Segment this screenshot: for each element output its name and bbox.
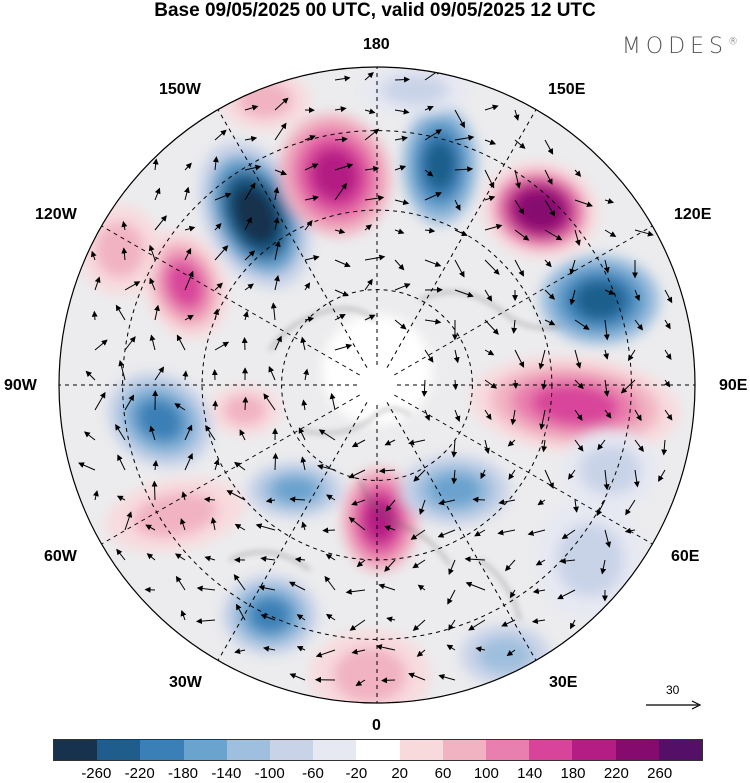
colorbar-swatch (97, 740, 141, 760)
colorbar-tick-label: -180 (167, 765, 199, 782)
colorbar-tick-label: 20 (391, 765, 408, 782)
lon-label-0: 0 (372, 717, 381, 734)
lon-label-30w: 30W (169, 674, 202, 691)
colorbar-swatch (615, 740, 659, 760)
lon-label-30e: 30E (549, 674, 578, 691)
lon-label-150e: 150E (548, 81, 586, 98)
lon-label-120e: 120E (674, 206, 712, 223)
colorbar-swatch (529, 740, 573, 760)
colorbar-swatch (54, 740, 98, 760)
colorbar-tick-label: -100 (254, 765, 285, 782)
lon-label-60e: 60E (671, 548, 700, 565)
colorbar-swatch (313, 740, 357, 760)
reference-vector-arrow (646, 700, 702, 710)
colorbar-tick-label: 180 (560, 765, 586, 782)
colorbar-swatch (356, 740, 400, 760)
colorbar-tick-label: 220 (603, 765, 629, 782)
lon-label-60w: 60W (44, 548, 77, 565)
colorbar-ticks: -260 -220 -180 -140 -100 -60 -20 20 60 100 140 180 2… (53, 765, 703, 783)
colorbar-tick-label: 260 (647, 765, 673, 782)
colorbar-swatch (658, 740, 703, 760)
modes-logo: MODES® (621, 34, 738, 59)
colorbar-tick-label: -220 (124, 765, 155, 782)
lon-label-90e: 90E (719, 377, 748, 394)
colorbar-swatch (226, 740, 271, 760)
colorbar-tick-label: -260 (81, 765, 112, 782)
lon-label-150w: 150W (159, 81, 201, 98)
colorbar-tick-label: -60 (302, 765, 324, 782)
colorbar-tick-label: -140 (211, 765, 242, 782)
colorbar-tick-label: 100 (473, 765, 499, 782)
colorbar (53, 739, 703, 761)
colorbar-tick-label: 140 (517, 765, 543, 782)
colorbar-tick-label: 60 (434, 765, 452, 782)
reference-vector-label: 30 (666, 683, 680, 697)
colorbar-swatch (442, 740, 487, 760)
lon-label-120w: 120W (35, 206, 77, 223)
lon-label-90w: 90W (4, 377, 37, 394)
colorbar-tick-label: -20 (345, 765, 368, 782)
colorbar-swatch (140, 740, 184, 760)
colorbar-swatch (572, 740, 616, 760)
colorbar-swatch (270, 740, 314, 760)
map-title: Base 09/05/2025 00 UTC, valid 09/05/2025… (154, 0, 596, 21)
colorbar-swatch (183, 740, 227, 760)
colorbar-swatch (486, 740, 530, 760)
colorbar-swatch (399, 740, 443, 760)
lon-label-180: 180 (363, 36, 390, 53)
